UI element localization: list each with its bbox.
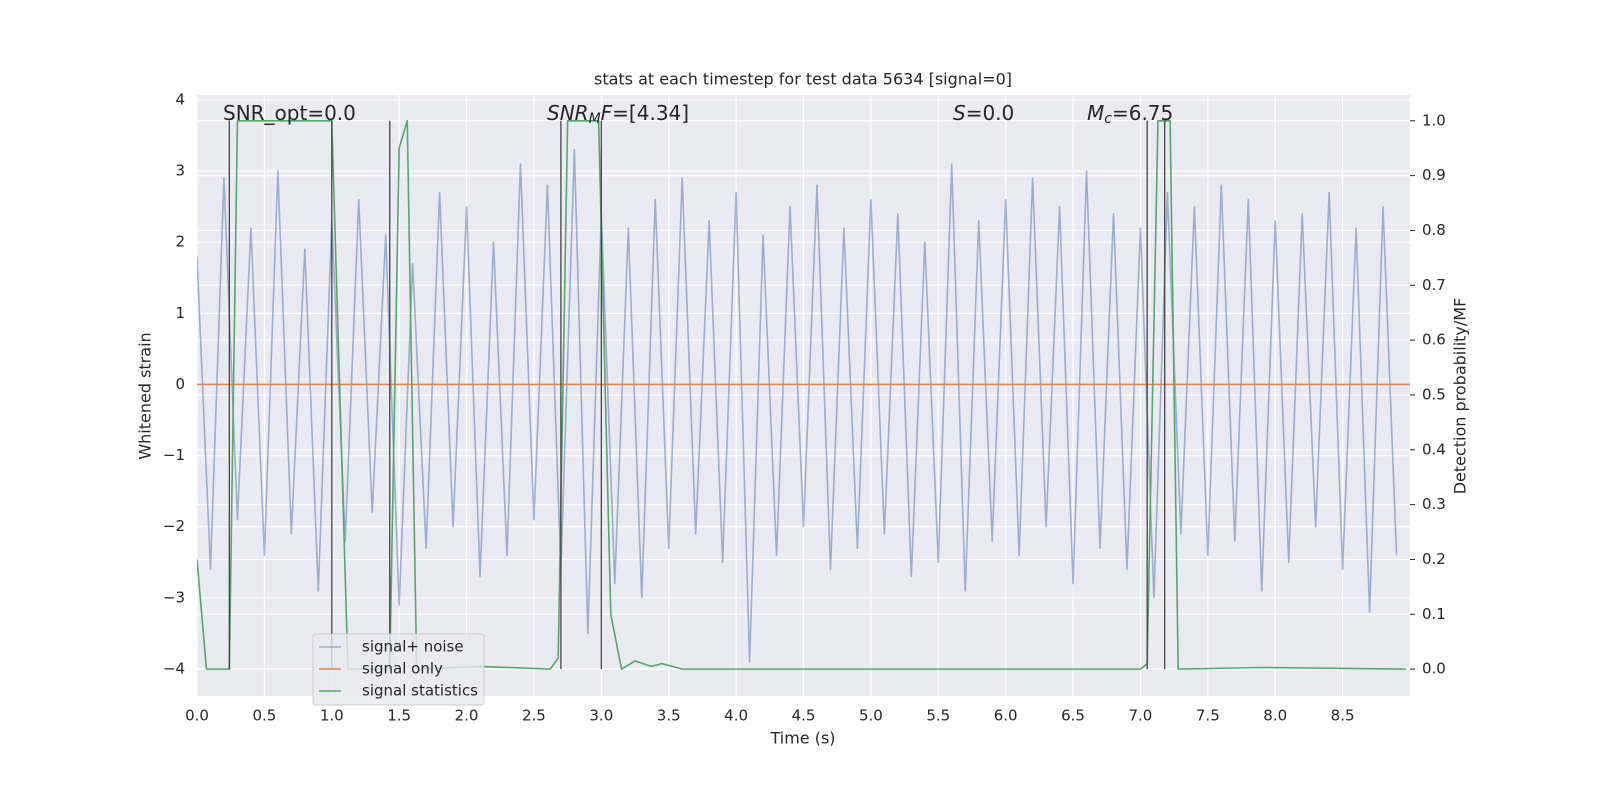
x-tick-label: 6.0 [994,707,1018,725]
annotation-part: SNR [547,101,589,125]
x-tick-label: 4.5 [792,707,816,725]
x-tick-label: 5.5 [926,707,950,725]
x-tick-label: 8.0 [1263,707,1287,725]
series-line [197,148,1398,663]
x-tick-label: 3.0 [589,707,613,725]
x-tick-label: 0.5 [252,707,276,725]
x-tick-label: 1.5 [387,707,411,725]
y-tick-label: 3 [175,162,185,180]
y2-tick-label: 0.3 [1422,495,1446,513]
y2-tick-label: 0.9 [1422,166,1446,184]
y2-tick-label: 0.1 [1422,605,1446,623]
y2-tick-label: 0.2 [1422,550,1446,568]
annotation: SNRMF=[4.34] [547,101,689,128]
y2-axis-label: Detection probability/MF [1451,298,1470,495]
annotation-part: =6.75 [1112,101,1173,125]
x-tick-label: 1.0 [320,707,344,725]
y2-tick-label: 0.4 [1422,440,1446,458]
annotation: SNR_opt=0.0 [223,101,356,125]
y-axis-label: Whitened strain [136,332,155,459]
x-tick-label: 3.5 [657,707,681,725]
y-tick-label: −1 [163,446,185,464]
y-tick-label: −3 [163,588,185,606]
legend-label: signal statistics [362,682,478,700]
x-tick-label: 2.0 [455,707,479,725]
annotation-part: M [589,111,601,127]
y-tick-label: 1 [175,304,185,322]
x-tick-label: 6.5 [1061,707,1085,725]
y2-tick-label: 0.6 [1422,331,1446,349]
y-tick-label: 0 [175,375,185,393]
y-tick-label: 4 [175,90,185,108]
annotation: S=0.0 [953,101,1014,125]
annotation-part: =[4.34] [612,101,689,125]
legend-label: signal only [362,660,443,678]
annotation: Mc=6.75 [1087,101,1173,128]
annotation-part: M [1087,101,1104,125]
x-tick-label: 7.5 [1196,707,1220,725]
annotation-part: c [1104,111,1112,127]
y-tick-label: 2 [175,233,185,251]
x-axis-label: Time (s) [769,729,835,748]
y2-tick-label: 0.5 [1422,385,1446,403]
annotation-part: S [953,101,966,125]
legend-label: signal+ noise [362,638,464,656]
x-tick-label: 4.0 [724,707,748,725]
x-tick-label: 7.0 [1129,707,1153,725]
y2-tick-label: 0.8 [1422,221,1446,239]
y2-tick-label: 1.0 [1422,111,1446,129]
y-tick-label: −4 [163,659,185,677]
annotation-part: =0.0 [966,101,1015,125]
x-tick-label: 2.5 [522,707,546,725]
x-tick-label: 8.5 [1331,707,1355,725]
chart-title: stats at each timestep for test data 563… [594,70,1012,89]
annotation-part: F [601,101,613,125]
series-line [197,119,1406,670]
x-tick-label: 5.0 [859,707,883,725]
annotation-part: SNR_opt=0.0 [223,101,356,125]
x-tick-label: 0.0 [185,707,209,725]
y2-tick-label: 0.7 [1422,276,1446,294]
y2-tick-label: 0.0 [1422,660,1446,678]
y-tick-label: −2 [163,517,185,535]
legend-box [312,633,485,706]
